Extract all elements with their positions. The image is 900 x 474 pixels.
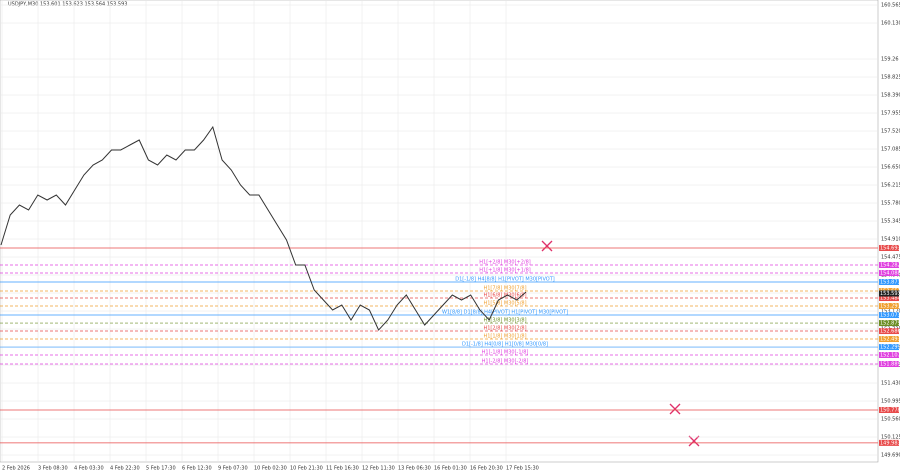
x-tick-label: 10 Feb 02:30 [254,466,287,472]
price-tag [879,244,899,251]
x-tick-label: 2 Feb 2026 [2,466,30,472]
current-price-tag [879,290,899,297]
x-tick-label: 4 Feb 22:30 [110,466,140,472]
price-tag [879,270,899,277]
y-tick-label: 155.345 [881,219,900,225]
y-tick-label: 156.650 [881,165,900,171]
price-tag-label: 153.073 [880,313,900,319]
price-tag [879,439,899,446]
current-price-label: 153.593 [880,291,900,297]
y-tick-label: 150.995 [881,399,900,405]
price-tag-label: 150.778 [880,407,900,413]
x-tick-label: 16 Feb 20:30 [470,466,503,472]
y-tick-label: 158.390 [881,93,900,99]
level-label: H1[5/8] M30[5/8] [483,301,526,307]
y-tick-label: 150.560 [881,417,900,423]
price-tag [879,344,899,351]
price-tag-label: 154.088 [880,271,900,277]
level-label: H1[6/8] M30[6/8] [483,293,526,299]
y-tick-label: 157.520 [881,129,900,135]
price-line [0,125,527,331]
y-tick-label: 151.430 [881,381,900,387]
y-tick-label: 149.690 [881,453,900,459]
level-label: H1[+2/8] M30[+2/8] [479,259,531,265]
x-tick-label: 17 Feb 15:30 [506,466,539,472]
price-tag [879,320,899,327]
price-tag-label: 152.107 [880,352,900,358]
plot-frame [0,0,879,463]
level-label: H1[-2/8] M30[-2/8] [482,359,529,365]
price-tag-label: 152.299 [880,345,900,351]
price-tag [879,406,899,413]
price-tag [879,361,899,368]
price-tag-label: 149.983 [880,440,900,446]
y-tick-label: 155.780 [881,201,900,207]
price-tag-label: 152.493 [880,337,900,343]
level-label: D1[-1/8] H4[0/8] H1[0/8] M30[0/8] [462,342,548,348]
price-tag [879,279,899,285]
price-tag-label: 154.282 [880,262,900,268]
price-tag-label: 153.484 [880,296,900,302]
x-tick-label: 11 Feb 16:30 [326,466,359,472]
y-tick-label: 160.130 [881,21,900,27]
level-label: D1[-1/8] H4[8/8] H1[PIVOT] M30[PIVOT] [455,277,555,283]
y-tick-label: 156.215 [881,183,900,189]
price-tag [879,351,899,358]
x-tick-label: 6 Feb 12:30 [182,466,212,472]
x-tick-label: 3 Feb 08:30 [38,466,68,472]
price-tag-label: 154.693 [880,245,900,251]
price-tag [879,312,899,319]
level-label: H1[-1/8] M30[-1/8] [482,349,529,355]
level-label: H1[3/8] M30[3/8] [483,318,526,324]
level-label: H1[+1/8] M30[+1/8] [479,268,531,274]
signal-cross [541,240,700,447]
level-label: W1[8/8] D1[8/8] H4[PIVOT] H1[PIVOT] M30[… [442,310,568,316]
y-tick-label: 157.955 [881,111,900,117]
y-tick-label: 159.26 [881,57,899,63]
x-tick-label: 12 Feb 11:30 [362,466,395,472]
price-tag [879,295,899,302]
y-tick-label: 154.475 [881,255,900,261]
level-label: H1[1/8] M30[1/8] [483,334,526,340]
x-tick-label: 9 Feb 07:30 [218,466,248,472]
y-tick-label: 153.170 [881,309,900,315]
price-tag [879,336,899,343]
x-tick-label: 13 Feb 06:30 [398,466,431,472]
price-tag [879,303,899,309]
price-tag [879,328,899,335]
x-tick-label: 16 Feb 01:30 [434,466,467,472]
price-tag-label: 152.879 [880,321,900,327]
y-tick-label: 150.125 [881,435,900,441]
price-tag-label: 152.686 [880,329,900,335]
chart-title: USDJPY,M30 153.601 153.623 153.564 153.5… [8,2,127,8]
y-tick-label: 158.825 [881,75,900,81]
y-tick-label: 160.565 [881,3,900,9]
price-tag-label: 153.871 [880,280,900,286]
price-tag [879,261,899,268]
x-tick-label: 4 Feb 03:30 [74,466,104,472]
x-tick-label: 10 Feb 21:30 [290,466,323,472]
level-label: H1[7/8] M30[7/8] [483,286,526,292]
price-tag-label: 153.291 [880,304,900,310]
y-tick-label: 157.085 [881,147,900,153]
y-tick-label: 154.910 [881,237,900,243]
x-tick-label: 5 Feb 17:30 [146,466,176,472]
level-label: H1[2/8] M30[2/8] [483,326,526,332]
price-tag-label: 151.889 [880,362,900,368]
